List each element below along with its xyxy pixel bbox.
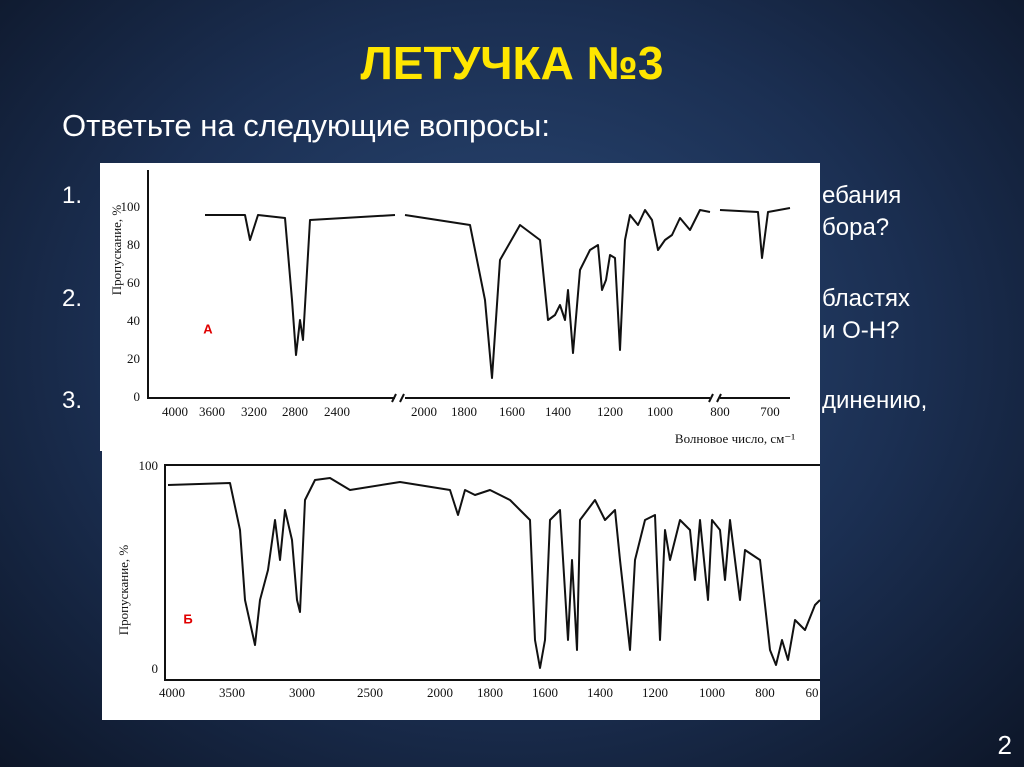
axes-b xyxy=(164,464,820,681)
x-tick-label: 800 xyxy=(710,404,730,419)
x-tick-label: 2500 xyxy=(357,685,383,700)
item-number: 2. xyxy=(62,285,83,312)
x-tick-label: 700 xyxy=(760,404,780,419)
item-text: и О-Н? xyxy=(822,317,900,344)
x-tick-label: 2400 xyxy=(324,404,350,419)
x-tick-label: 4000 xyxy=(162,404,188,419)
spectrum-a-curve xyxy=(404,209,711,379)
item-number: 3. xyxy=(62,387,83,414)
item-text: ебания xyxy=(822,182,902,209)
spectrum-b-curve xyxy=(167,477,821,669)
y-axis-label: Пропускание, % xyxy=(116,545,131,636)
page-number: 2 xyxy=(997,730,1012,760)
y-tick-label: 60 xyxy=(127,275,140,290)
y-tick-label: 0 xyxy=(134,389,141,404)
x-tick-label: 3600 xyxy=(199,404,225,419)
x-tick-label: 1400 xyxy=(545,404,571,419)
x-tick-label: 1600 xyxy=(532,685,558,700)
spectrum-label: Б xyxy=(183,611,192,626)
x-tick-label: 1600 xyxy=(499,404,525,419)
x-tick-label: 4000 xyxy=(159,685,185,700)
x-tick-label: 800 xyxy=(755,685,775,700)
x-tick-label: 1000 xyxy=(647,404,673,419)
x-tick-label: 1400 xyxy=(587,685,613,700)
x-tick-label: 1800 xyxy=(477,685,503,700)
x-tick-label: 2000 xyxy=(411,404,437,419)
x-tick-label: 1000 xyxy=(699,685,725,700)
y-tick-label: 100 xyxy=(139,458,159,473)
y-tick-label: 100 xyxy=(121,199,141,214)
item-number: 1. xyxy=(62,182,83,209)
spectrum-b-bg xyxy=(102,450,820,720)
subtitle: Ответьте на следующие вопросы: xyxy=(62,108,550,143)
item-text: бластях xyxy=(822,285,911,312)
x-tick-label: 1200 xyxy=(642,685,668,700)
x-tick-label: 60 xyxy=(806,685,819,700)
y-axis-label: Пропускание, % xyxy=(109,205,124,296)
y-tick-label: 40 xyxy=(127,313,140,328)
spectrum-label: А xyxy=(203,321,213,336)
spectrum-a-curve xyxy=(719,207,791,259)
y-tick-label: 80 xyxy=(127,237,140,252)
y-tick-label: 0 xyxy=(152,661,159,676)
x-tick-label: 2000 xyxy=(427,685,453,700)
spectrum-a-curve xyxy=(205,214,396,356)
x-tick-label: 2800 xyxy=(282,404,308,419)
x-tick-label: 3200 xyxy=(241,404,267,419)
x-tick-label: 1800 xyxy=(451,404,477,419)
x-tick-label: 3000 xyxy=(289,685,315,700)
slide-title: ЛЕТУЧКА №3 xyxy=(360,37,664,89)
y-tick-label: 20 xyxy=(127,351,140,366)
x-tick-label: 3500 xyxy=(219,685,245,700)
item-text: динению, xyxy=(822,387,928,414)
x-tick-label: 1200 xyxy=(597,404,623,419)
axes-a xyxy=(147,170,790,403)
x-axis-label: Волновое число, см⁻¹ xyxy=(675,431,795,446)
item-text: бора? xyxy=(822,214,890,241)
